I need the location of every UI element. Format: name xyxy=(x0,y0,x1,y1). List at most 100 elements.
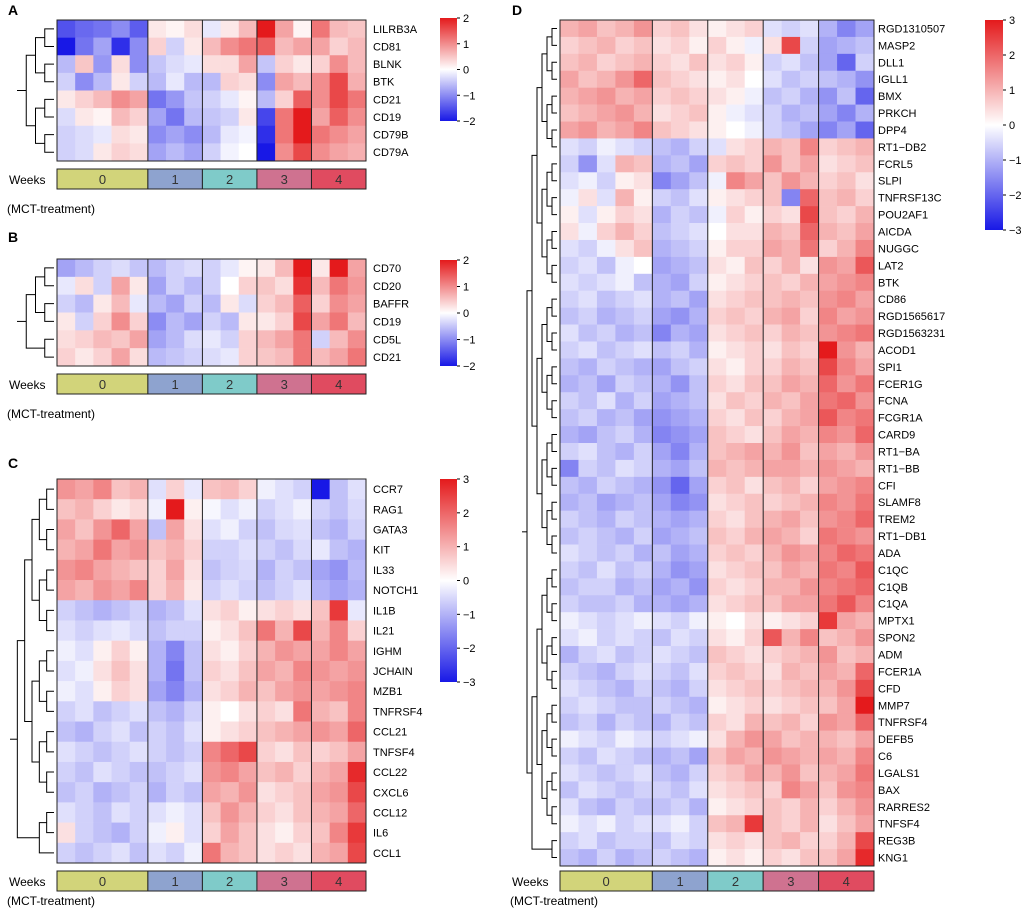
heatmap-cell xyxy=(615,679,635,698)
heatmap-cell xyxy=(329,660,349,682)
heatmap-cell xyxy=(75,499,94,520)
color-scale-label: 0 xyxy=(463,65,469,77)
heatmap-cell xyxy=(202,499,221,520)
heatmap-cell xyxy=(311,580,330,601)
panel-d-dendrogram-branch xyxy=(551,637,557,655)
heatmap-cell xyxy=(633,662,653,681)
heatmap-cell xyxy=(670,612,690,630)
heatmap-cell xyxy=(763,189,782,207)
heatmap-cell xyxy=(147,580,167,601)
heatmap-cell xyxy=(256,37,276,56)
heatmap-cell xyxy=(560,459,579,478)
heatmap-cell xyxy=(633,730,653,748)
heatmap-cell xyxy=(347,55,367,74)
heatmap-cell xyxy=(763,713,782,731)
heatmap-cell xyxy=(781,290,801,308)
heatmap-cell xyxy=(347,721,367,743)
heatmap-cell xyxy=(147,519,167,540)
panel-c-dendrogram-branch xyxy=(31,518,40,601)
gene-label: ADM xyxy=(878,650,902,662)
heatmap-cell xyxy=(578,815,598,833)
color-scale-label: −2 xyxy=(1009,190,1021,202)
heatmap-cell xyxy=(781,70,801,88)
heatmap-cell xyxy=(744,341,764,359)
heatmap-cell xyxy=(256,519,276,540)
heatmap-cell xyxy=(781,87,801,105)
heatmap-cell xyxy=(93,761,112,783)
heatmap-cell xyxy=(837,392,856,410)
heatmap-cell xyxy=(763,832,782,850)
heatmap-cell xyxy=(707,189,727,207)
heatmap-cell xyxy=(596,239,616,258)
heatmap-cell xyxy=(818,104,838,122)
heatmap-cell xyxy=(837,273,856,292)
heatmap-cell xyxy=(147,681,167,702)
heatmap-cell xyxy=(596,747,616,765)
heatmap-cell xyxy=(652,273,672,292)
heatmap-cell xyxy=(744,849,764,867)
gene-label: BTK xyxy=(373,77,395,89)
heatmap-cell xyxy=(560,493,579,511)
heatmap-cell xyxy=(184,620,203,641)
heatmap-cell xyxy=(293,721,312,743)
heatmap-cell xyxy=(560,375,579,393)
heatmap-cell xyxy=(707,764,727,782)
heatmap-cell xyxy=(652,392,672,410)
heatmap-cell xyxy=(800,595,819,613)
heatmap-cell xyxy=(633,544,653,562)
heatmap-cell xyxy=(238,539,258,561)
heatmap-cell xyxy=(670,798,690,816)
gene-label: CD19 xyxy=(373,112,401,124)
heatmap-cell xyxy=(220,822,240,844)
week-group-label: 0 xyxy=(603,874,610,889)
heatmap-cell xyxy=(707,578,727,596)
heatmap-cell xyxy=(837,358,856,376)
heatmap-cell xyxy=(578,121,598,139)
heatmap-cell xyxy=(800,104,819,122)
heatmap-cell xyxy=(726,189,746,207)
heatmap-cell xyxy=(220,580,240,601)
heatmap-cell xyxy=(238,761,258,783)
heatmap-cell xyxy=(670,273,690,292)
heatmap-cell xyxy=(670,358,690,376)
heatmap-cell xyxy=(347,580,367,601)
heatmap-cell xyxy=(238,499,258,520)
heatmap-cell xyxy=(347,681,367,702)
heatmap-cell xyxy=(652,493,672,511)
heatmap-cell xyxy=(560,443,579,461)
heatmap-cell xyxy=(147,348,167,367)
heatmap-cell xyxy=(652,798,672,816)
heatmap-cell xyxy=(311,822,330,844)
heatmap-cell xyxy=(75,701,94,722)
heatmap-cell xyxy=(329,330,349,349)
heatmap-cell xyxy=(781,206,801,224)
panel-d-dendrogram-branch xyxy=(551,129,557,148)
heatmap-cell xyxy=(689,629,709,647)
heatmap-cell xyxy=(707,815,727,833)
heatmap-cell xyxy=(726,426,746,444)
week-group-label: 0 xyxy=(99,874,106,889)
heatmap-cell xyxy=(726,341,746,359)
heatmap-cell xyxy=(560,341,579,359)
heatmap-cell xyxy=(256,620,276,641)
heatmap-cell xyxy=(781,527,801,545)
color-scale-label: 1 xyxy=(463,282,469,294)
heatmap-cell xyxy=(202,741,221,763)
heatmap-cell xyxy=(744,104,764,122)
gene-label: CCL22 xyxy=(373,767,407,779)
heatmap-cell xyxy=(707,307,727,325)
panel-d-dendrogram-branch xyxy=(551,535,557,554)
heatmap-cell xyxy=(275,640,294,662)
heatmap-cell xyxy=(615,493,635,511)
heatmap-cell xyxy=(111,802,131,823)
heatmap-cell xyxy=(652,459,672,478)
heatmap-cell xyxy=(311,802,330,823)
heatmap-cell xyxy=(147,842,167,864)
heatmap-cell xyxy=(275,499,294,520)
heatmap-cell xyxy=(596,392,616,410)
heatmap-cell xyxy=(689,223,709,241)
heatmap-cell xyxy=(763,70,782,88)
heatmap-cell xyxy=(744,290,764,308)
heatmap-cell xyxy=(670,679,690,698)
heatmap-cell xyxy=(837,239,856,258)
